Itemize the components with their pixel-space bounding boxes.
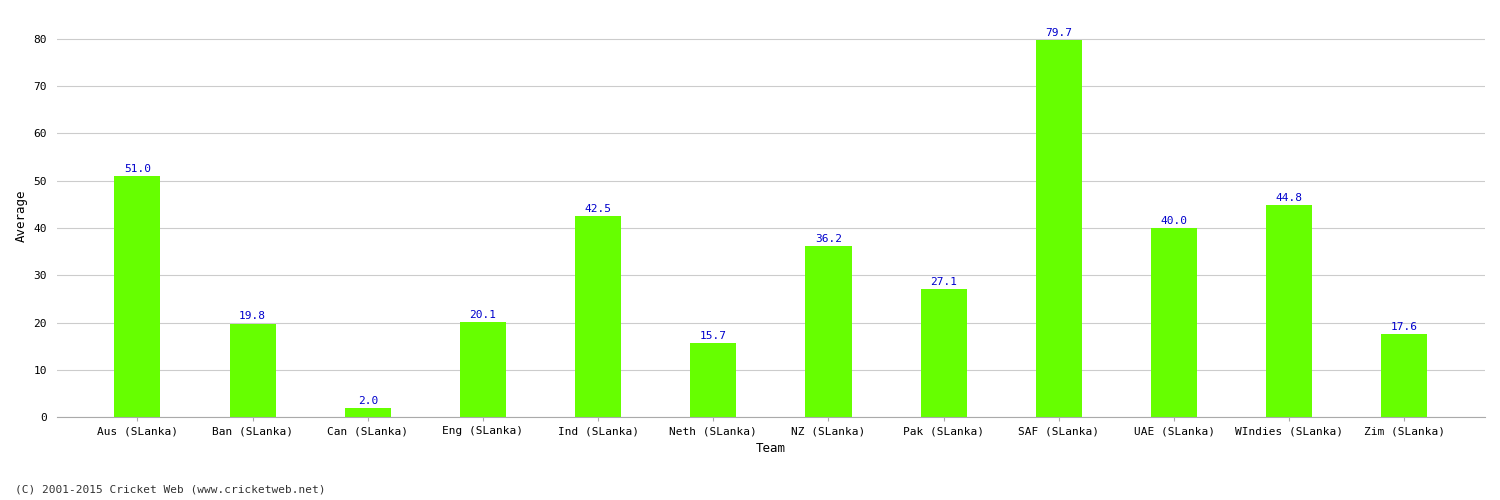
Text: 19.8: 19.8 [238,312,266,322]
Text: 51.0: 51.0 [124,164,152,173]
Bar [1266,206,1312,418]
Bar [345,408,392,418]
X-axis label: Team: Team [756,442,786,455]
Text: 15.7: 15.7 [700,330,727,340]
Text: 2.0: 2.0 [357,396,378,406]
Text: 44.8: 44.8 [1275,193,1302,203]
Bar [574,216,621,418]
Text: (C) 2001-2015 Cricket Web (www.cricketweb.net): (C) 2001-2015 Cricket Web (www.cricketwe… [15,485,326,495]
Text: 17.6: 17.6 [1390,322,1417,332]
Text: 42.5: 42.5 [585,204,612,214]
Bar [1382,334,1428,417]
Text: 79.7: 79.7 [1046,28,1072,38]
Bar [1150,228,1197,418]
Text: 36.2: 36.2 [815,234,842,243]
Bar [690,343,736,417]
Bar [114,176,160,418]
Bar [921,289,966,418]
Text: 40.0: 40.0 [1161,216,1188,226]
Text: 27.1: 27.1 [930,276,957,286]
Y-axis label: Average: Average [15,190,28,242]
Text: 20.1: 20.1 [470,310,496,320]
Bar [806,246,852,418]
Bar [1036,40,1082,418]
Bar [230,324,276,418]
Bar [460,322,506,418]
